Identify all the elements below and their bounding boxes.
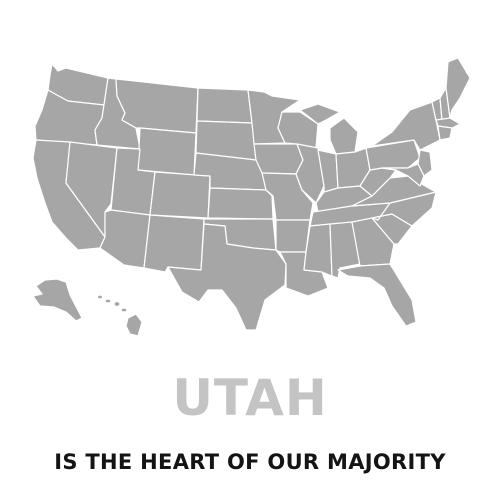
state-north-dakota	[196, 87, 253, 124]
state-texas	[167, 223, 287, 331]
us-map	[32, 57, 471, 337]
state-massachusetts	[435, 117, 461, 129]
state-wyoming	[137, 127, 197, 176]
contiguous-states	[32, 57, 471, 331]
state-colorado	[149, 171, 211, 219]
state-maryland-delaware	[381, 163, 425, 187]
state-new-jersey	[417, 149, 433, 177]
tagline: IS THE HEART OF OUR MAJORITY	[54, 450, 446, 474]
us-map-graphic	[32, 57, 471, 337]
state-florida	[337, 263, 417, 327]
state-maine	[445, 57, 471, 119]
state-arizona	[99, 209, 151, 269]
state-arkansas	[275, 219, 311, 253]
state-hawaii	[96, 294, 143, 337]
state-connecticut-rhode-island	[437, 125, 453, 141]
state-kansas	[207, 187, 274, 220]
headline-state-name: UTAH	[172, 369, 328, 427]
state-alaska	[32, 278, 83, 322]
state-georgia	[351, 217, 395, 267]
state-iowa	[253, 143, 304, 175]
state-new-mexico	[143, 214, 205, 273]
